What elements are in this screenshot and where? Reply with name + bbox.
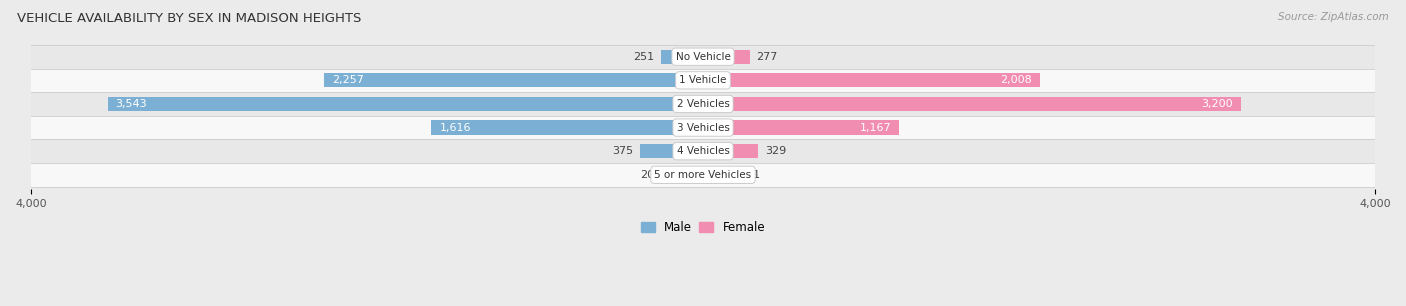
Text: 5 or more Vehicles: 5 or more Vehicles	[654, 170, 752, 180]
Bar	[640, 144, 703, 158]
Bar	[31, 69, 1375, 92]
Bar	[432, 121, 703, 135]
Bar	[31, 140, 1375, 163]
Text: 209: 209	[640, 170, 661, 180]
Text: 181: 181	[740, 170, 761, 180]
Text: 2 Vehicles: 2 Vehicles	[676, 99, 730, 109]
Bar	[31, 45, 1375, 69]
Text: 3,200: 3,200	[1201, 99, 1233, 109]
Bar	[703, 50, 749, 64]
Text: No Vehicle: No Vehicle	[675, 52, 731, 62]
Bar	[31, 92, 1375, 116]
Text: 2,257: 2,257	[332, 75, 364, 85]
Text: 4 Vehicles: 4 Vehicles	[676, 146, 730, 156]
Bar	[703, 97, 1240, 111]
Bar	[703, 121, 898, 135]
Bar	[703, 73, 1040, 88]
Bar	[108, 97, 703, 111]
Bar	[31, 116, 1375, 140]
Text: 329: 329	[765, 146, 786, 156]
Text: 1,167: 1,167	[859, 123, 891, 132]
Text: 3,543: 3,543	[115, 99, 148, 109]
Bar	[323, 73, 703, 88]
Text: 375: 375	[612, 146, 633, 156]
Text: 1 Vehicle: 1 Vehicle	[679, 75, 727, 85]
Bar	[668, 168, 703, 182]
Bar	[703, 168, 734, 182]
Text: 1,616: 1,616	[440, 123, 471, 132]
Text: 277: 277	[756, 52, 778, 62]
Text: Source: ZipAtlas.com: Source: ZipAtlas.com	[1278, 12, 1389, 22]
Text: VEHICLE AVAILABILITY BY SEX IN MADISON HEIGHTS: VEHICLE AVAILABILITY BY SEX IN MADISON H…	[17, 12, 361, 25]
Text: 251: 251	[633, 52, 654, 62]
Text: 2,008: 2,008	[1001, 75, 1032, 85]
Bar	[661, 50, 703, 64]
Bar	[31, 163, 1375, 187]
Legend: Male, Female: Male, Female	[636, 216, 770, 239]
Bar	[703, 144, 758, 158]
Text: 3 Vehicles: 3 Vehicles	[676, 123, 730, 132]
